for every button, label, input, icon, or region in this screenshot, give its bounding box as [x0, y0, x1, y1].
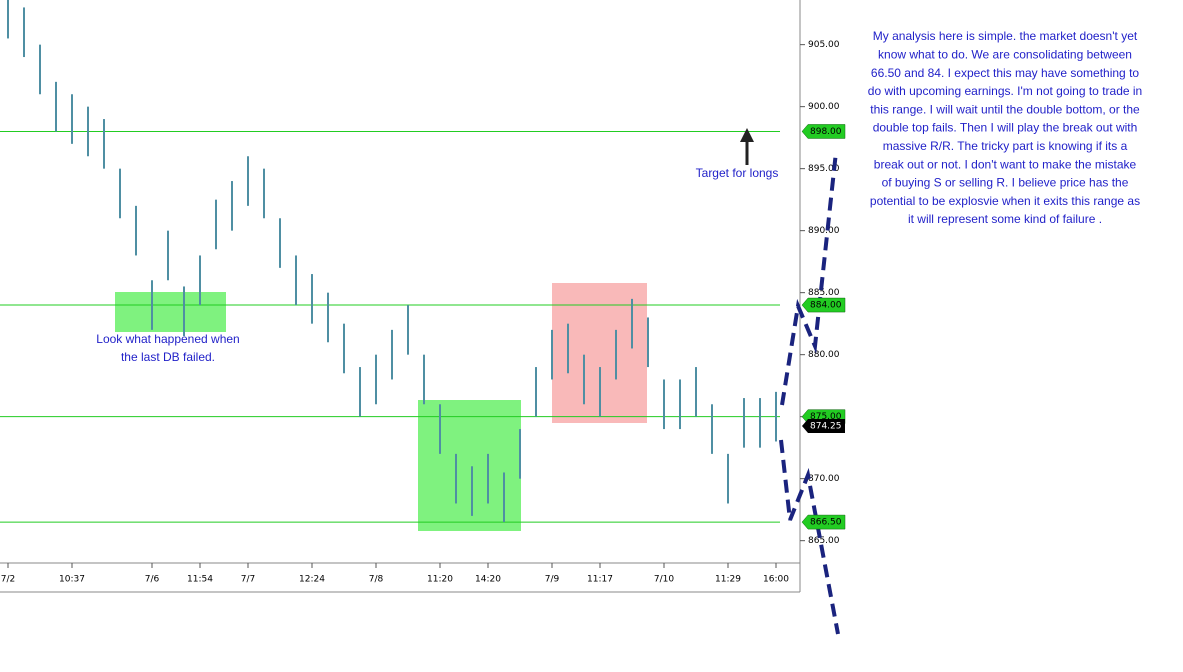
- analysis-line: know what to do. We are consolidating be…: [878, 47, 1132, 61]
- analysis-line: of buying S or selling R. I believe pric…: [882, 176, 1129, 190]
- y-tick-label: 895.00: [808, 164, 840, 174]
- last-price-tag: [802, 418, 845, 433]
- y-tick-label: 905.00: [808, 40, 840, 50]
- analysis-line: this range. I will wait until the double…: [870, 102, 1140, 116]
- y-tick-label: 880.00: [808, 350, 840, 360]
- analysis-line: do with upcoming earnings. I'm not going…: [868, 84, 1142, 98]
- db-note: Look what happened when: [96, 332, 239, 346]
- levels: [0, 130, 780, 523]
- db-note: the last DB failed.: [121, 350, 215, 364]
- y-tick-label: 885.00: [808, 288, 840, 298]
- double-bottom-box: [115, 292, 226, 332]
- x-tick-label: 7/10: [654, 575, 674, 585]
- x-tick-label: 7/2: [1, 575, 15, 585]
- x-tick-label: 11:29: [715, 575, 741, 585]
- y-tick-label: 900.00: [808, 102, 840, 112]
- projection-up: [780, 151, 838, 406]
- target-arrow-head: [740, 128, 754, 142]
- double-bottom-box: [418, 400, 521, 531]
- x-tick-label: 11:54: [187, 575, 213, 585]
- analysis-note: My analysis here is simple. the market d…: [868, 29, 1142, 226]
- x-tick-label: 10:37: [59, 575, 85, 585]
- level-tag: [801, 124, 846, 139]
- analysis-line: 66.50 and 84. I expect this may have som…: [871, 66, 1139, 80]
- level-tag-label: 884.00: [810, 301, 842, 311]
- projection-down: [779, 439, 840, 635]
- y-tick-label: 890.00: [808, 226, 840, 236]
- axes: 905.00 900.00 895.00 890.00 885.00 880.00 875.…: [1, 40, 840, 584]
- last-price-label: 874.25: [810, 421, 842, 431]
- x-tick-label: 11:20: [427, 575, 453, 585]
- level-tag: [801, 297, 846, 313]
- price-tags: 898.00 884.00 875.00 866.50 874.25: [801, 124, 846, 530]
- analysis-line: double top fails. Then I will play the b…: [873, 121, 1138, 135]
- x-tick-label: 14:20: [475, 575, 501, 585]
- x-tick-label: 11:17: [587, 575, 613, 585]
- level-tag-label: 875.00: [810, 412, 842, 422]
- y-tick-label: 870.00: [808, 474, 840, 484]
- y-tick-label: 865.00: [808, 536, 840, 546]
- analysis-line: break out or not. I don't want to make t…: [874, 157, 1137, 171]
- analysis-line: potential to be explosvie when it exits …: [870, 194, 1140, 208]
- x-tick-label: 7/7: [241, 575, 255, 585]
- analysis-line: it will represent some kind of failure .: [908, 212, 1102, 226]
- x-tick-label: 7/6: [145, 575, 160, 585]
- x-tick-label: 7/8: [369, 575, 384, 585]
- x-tick-label: 16:00: [763, 575, 789, 585]
- x-tick-label: 7/9: [545, 575, 560, 585]
- level-tag-label: 866.50: [810, 518, 842, 528]
- price-bars: [7, 0, 777, 523]
- level-tag-label: 898.00: [810, 127, 842, 137]
- analysis-line: massive R/R. The tricky part is knowing …: [883, 139, 1128, 153]
- x-tick-label: 12:24: [299, 575, 325, 585]
- analysis-line: My analysis here is simple. the market d…: [873, 29, 1138, 43]
- level-tag: [801, 514, 846, 530]
- target-note: Target for longs: [696, 166, 779, 180]
